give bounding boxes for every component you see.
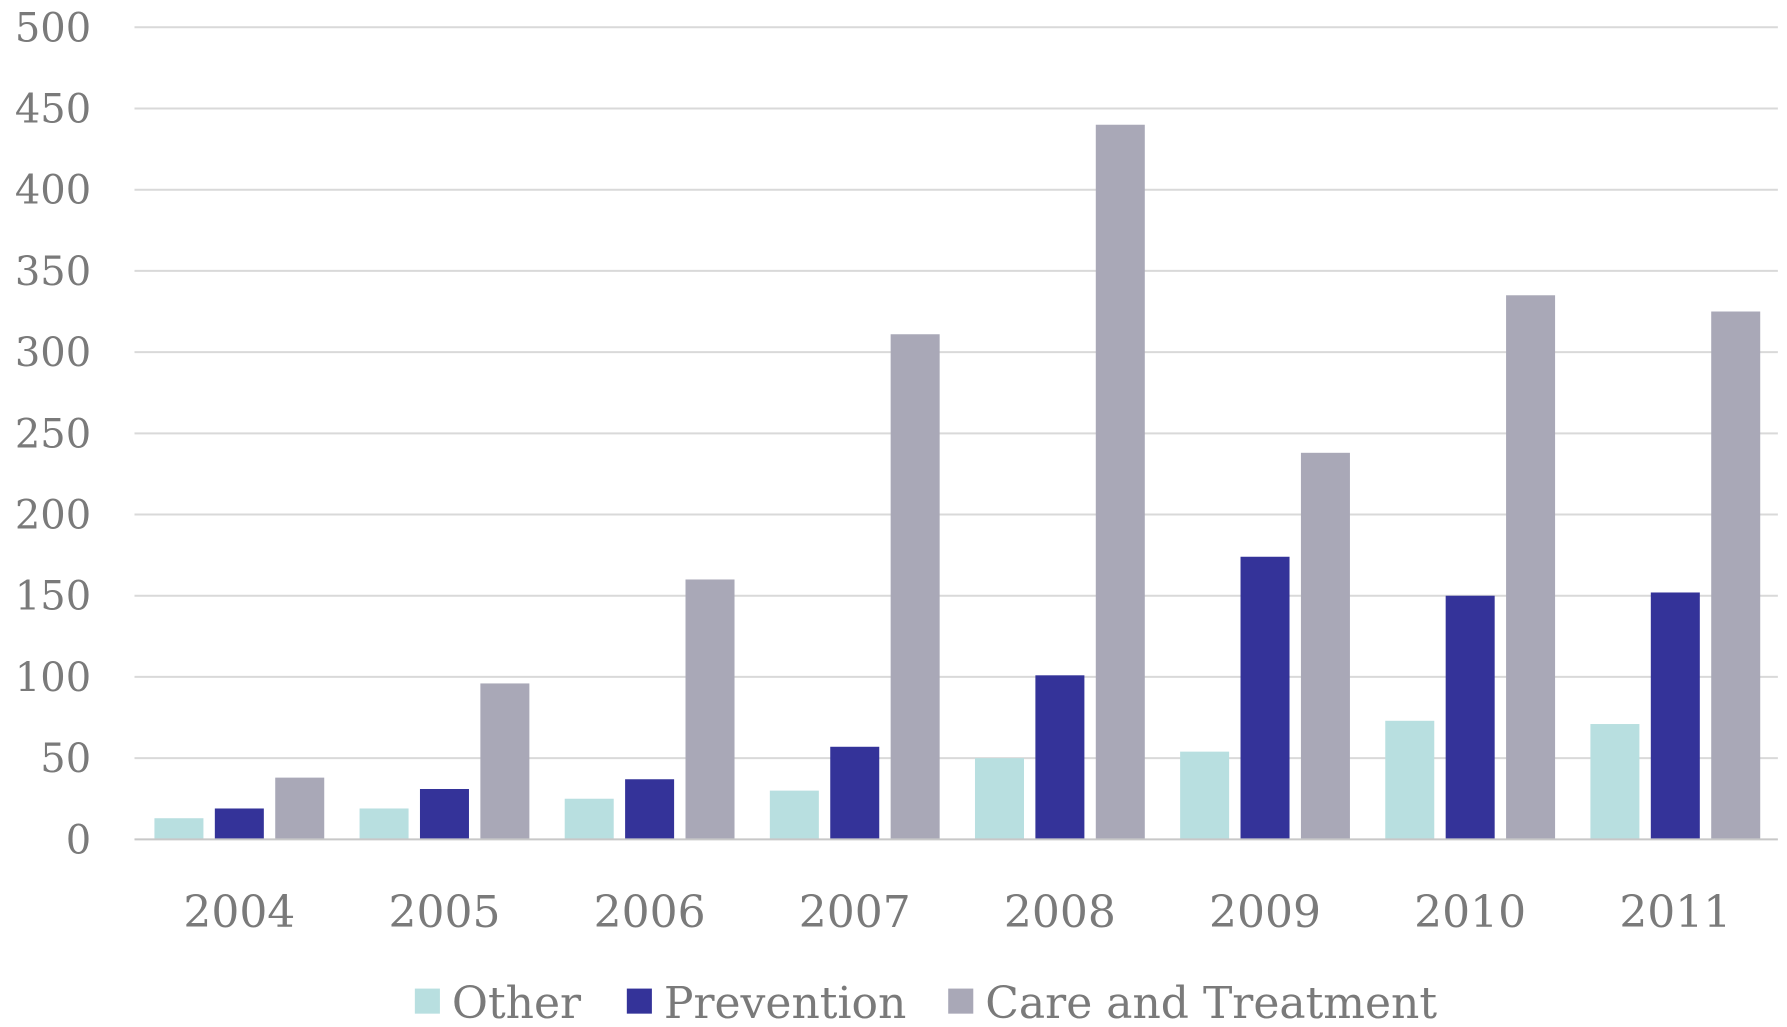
bar-prevention-2007: [830, 746, 880, 840]
bar-care-and-treatment-2007: [890, 334, 940, 840]
y-tick-label: 250: [15, 411, 91, 457]
y-tick-label: 500: [15, 5, 91, 51]
bar-other-2009: [1180, 751, 1230, 840]
y-tick-label: 400: [15, 168, 91, 214]
bar-prevention-2009: [1240, 556, 1290, 840]
y-tick-label: 100: [15, 655, 91, 701]
y-tick-label: 0: [66, 817, 91, 863]
x-category-label: 2006: [594, 887, 706, 938]
bar-prevention-2004: [214, 808, 264, 840]
bar-prevention-2005: [419, 788, 469, 840]
bar-other-2010: [1385, 720, 1435, 840]
bar-care-and-treatment-2004: [275, 777, 325, 840]
bar-prevention-2006: [625, 779, 675, 840]
bar-other-2011: [1590, 724, 1640, 840]
bar-care-and-treatment-2010: [1506, 295, 1556, 840]
bar-other-2007: [769, 790, 819, 840]
y-tick-label: 150: [15, 574, 91, 620]
legend-swatch-prevention: [626, 988, 652, 1014]
legend-label-other: Other: [452, 978, 582, 1027]
x-category-label: 2009: [1209, 887, 1321, 938]
legend-swatch-care-and-treatment: [948, 988, 974, 1014]
x-category-label: 2008: [1004, 887, 1116, 938]
bar-other-2006: [564, 798, 614, 840]
x-axis-category-labels: 2004 2005 2006 2007 2008 2009 2010 2011: [183, 887, 1731, 938]
x-category-label: 2004: [183, 887, 295, 938]
legend: Other Prevention Care and Treatment: [414, 978, 1437, 1027]
y-axis-tick-labels: 0 50 100 150 200 250 300 350 400 450 500: [15, 5, 91, 863]
bar-care-and-treatment-2006: [685, 579, 735, 840]
legend-label-prevention: Prevention: [664, 978, 907, 1027]
bar-care-and-treatment-2008: [1095, 124, 1145, 840]
bar-care-and-treatment-2011: [1711, 311, 1761, 840]
legend-label-care-and-treatment: Care and Treatment: [985, 978, 1437, 1027]
x-category-label: 2007: [799, 887, 911, 938]
bar-care-and-treatment-2005: [480, 683, 530, 840]
y-tick-label: 50: [40, 736, 91, 782]
bar-other-2008: [974, 758, 1024, 840]
bar-prevention-2011: [1650, 592, 1700, 840]
bar-prevention-2008: [1035, 675, 1085, 840]
y-tick-label: 200: [15, 493, 91, 539]
bars: [154, 124, 1761, 840]
y-tick-label: 350: [15, 249, 91, 295]
bar-prevention-2010: [1445, 595, 1495, 840]
x-category-label: 2010: [1414, 887, 1526, 938]
y-tick-label: 450: [15, 87, 91, 133]
legend-swatch-other: [414, 988, 440, 1014]
gridlines: [134, 26, 1778, 760]
bar-care-and-treatment-2009: [1300, 452, 1350, 840]
x-category-label: 2005: [388, 887, 500, 938]
x-category-label: 2011: [1619, 887, 1731, 938]
bar-other-2005: [359, 808, 409, 840]
bar-other-2004: [154, 818, 204, 840]
y-tick-label: 300: [15, 330, 91, 376]
